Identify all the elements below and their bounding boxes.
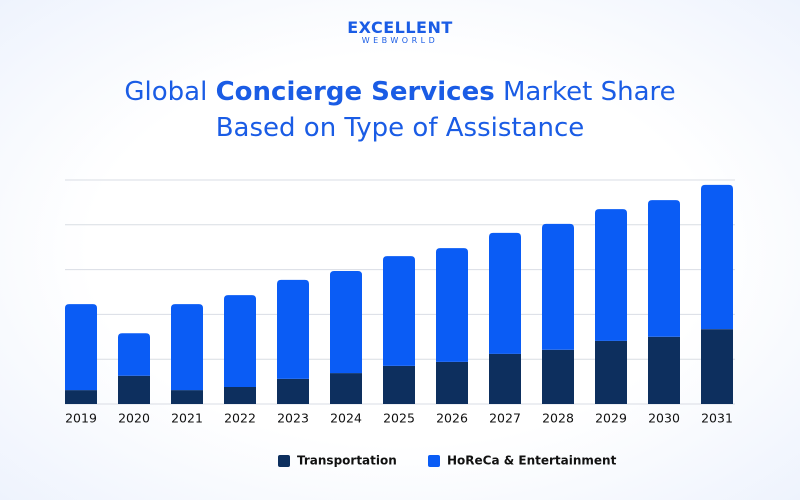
title-part: Concierge Services: [215, 77, 495, 107]
bar-segment: [171, 304, 203, 391]
x-tick-label: 2029: [595, 411, 627, 426]
title-part: Global: [124, 77, 208, 107]
x-tick-label: 2020: [118, 411, 150, 426]
bar-segment: [277, 279, 309, 379]
bar-segment: [595, 209, 627, 341]
x-tick-label: 2031: [701, 411, 733, 426]
bar-segment: [330, 270, 362, 374]
x-tick-label: 2030: [648, 411, 680, 426]
bar-segment: [383, 365, 415, 404]
bar-segment: [489, 353, 521, 404]
bar-segment: [277, 378, 309, 404]
bar-segment: [224, 295, 256, 387]
bar-segment: [436, 248, 468, 362]
bar-segment: [701, 329, 733, 404]
bar-segment: [595, 340, 627, 404]
bar-segment: [648, 200, 680, 337]
x-tick-label: 2024: [330, 411, 362, 426]
logo-line: EXCELLENT: [347, 18, 453, 37]
legend-swatch: [428, 455, 440, 467]
legend-label: Transportation: [297, 454, 397, 468]
x-tick-label: 2021: [171, 411, 203, 426]
bar-segment: [224, 386, 256, 404]
title-part: Market Share: [502, 77, 676, 107]
bar-segment: [171, 390, 203, 404]
bar-segment: [65, 304, 97, 391]
bar-segment: [701, 184, 733, 330]
bar-segment: [118, 333, 150, 376]
title-part: Based on Type of Assistance: [215, 113, 585, 143]
x-tick-label: 2019: [65, 411, 97, 426]
bar-segment: [330, 373, 362, 404]
bar-segment: [118, 375, 150, 404]
x-tick-label: 2028: [542, 411, 574, 426]
x-tick-label: 2025: [383, 411, 415, 426]
chart-title: Global Concierge Services Market Share B…: [0, 74, 800, 146]
logo-line: WEBWORLD: [361, 36, 439, 45]
x-tick-label: 2027: [489, 411, 521, 426]
x-tick-label: 2023: [277, 411, 309, 426]
legend-swatch: [278, 455, 290, 467]
bar-segment: [489, 232, 521, 354]
bar-segment: [65, 390, 97, 404]
bar-segment: [436, 361, 468, 404]
logo: EXCELLENT WEBWORLD: [0, 18, 800, 45]
bar-segment: [648, 336, 680, 404]
bar-segment: [542, 223, 574, 350]
legend-label: HoReCa & Entertainment: [447, 454, 617, 468]
x-tick-label: 2026: [436, 411, 468, 426]
bar-segment: [383, 256, 415, 366]
x-tick-label: 2022: [224, 411, 256, 426]
bar-segment: [542, 349, 574, 404]
